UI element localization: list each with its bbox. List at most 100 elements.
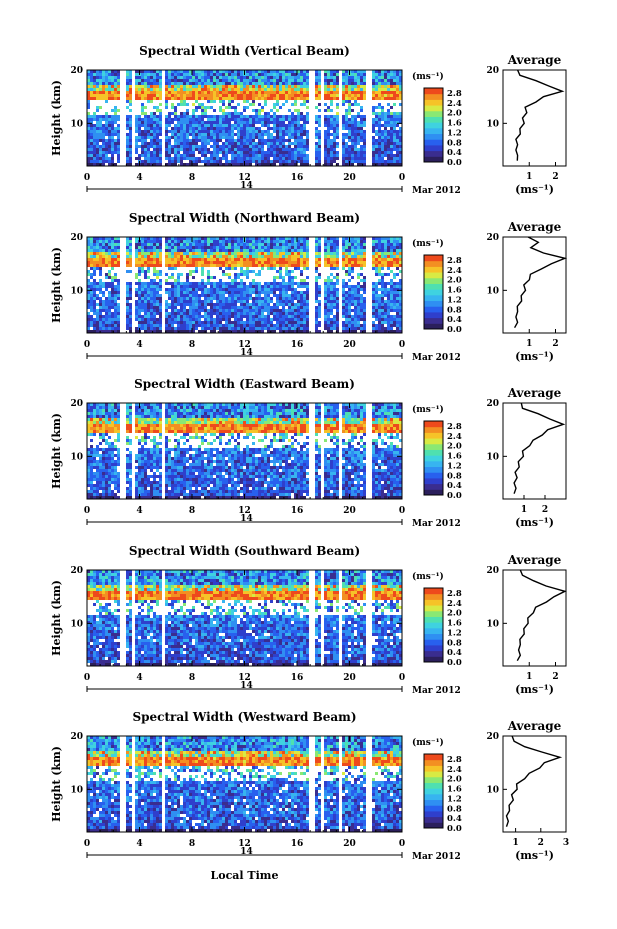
heatmap-cell — [252, 142, 255, 145]
heatmap-cell — [261, 88, 264, 91]
heatmap-cell — [141, 163, 144, 166]
heatmap-cell — [270, 70, 273, 73]
heatmap-cell — [228, 88, 231, 91]
heatmap-cell — [189, 237, 192, 240]
heatmap-cell — [267, 70, 270, 73]
heatmap-cell — [396, 82, 399, 85]
heatmap-cell — [306, 163, 309, 166]
heatmap-cell — [144, 148, 147, 151]
heatmap-cell — [315, 76, 318, 79]
heatmap-cell — [165, 315, 168, 318]
heatmap-cell — [186, 237, 189, 240]
heatmap-cell — [375, 160, 378, 163]
heatmap-cell — [354, 115, 357, 118]
heatmap-cell — [231, 82, 234, 85]
heatmap-cell — [249, 127, 252, 130]
heatmap-cell — [294, 261, 297, 264]
heatmap-cell — [225, 118, 228, 121]
heatmap-cell — [201, 97, 204, 100]
heatmap-cell — [147, 243, 150, 246]
heatmap-cell — [285, 82, 288, 85]
heatmap-cell — [324, 249, 327, 252]
heatmap-cell — [93, 303, 96, 306]
heatmap-cell — [171, 255, 174, 258]
heatmap-cell — [144, 130, 147, 133]
heatmap-cell — [282, 321, 285, 324]
heatmap-cell — [90, 148, 93, 151]
heatmap-cell — [306, 288, 309, 291]
heatmap-cell — [330, 252, 333, 255]
heatmap-cell — [387, 154, 390, 157]
heatmap-cell — [141, 267, 144, 270]
heatmap-cell — [111, 243, 114, 246]
heatmap-cell — [282, 261, 285, 264]
heatmap-cell — [330, 70, 333, 73]
heatmap-cell — [114, 115, 117, 118]
heatmap-cell — [171, 133, 174, 136]
heatmap-cell — [225, 160, 228, 163]
heatmap-cell — [180, 130, 183, 133]
heatmap-cell — [270, 91, 273, 94]
heatmap-cell — [237, 79, 240, 82]
heatmap-cell — [87, 249, 90, 252]
heatmap-cell — [93, 294, 96, 297]
heatmap-cell — [111, 291, 114, 294]
heatmap-cell — [258, 94, 261, 97]
heatmap-cell — [192, 85, 195, 88]
heatmap-cell — [252, 288, 255, 291]
heatmap-cell — [345, 315, 348, 318]
heatmap-cell — [117, 127, 120, 130]
heatmap-cell — [378, 136, 381, 139]
heatmap-cell — [156, 118, 159, 121]
heatmap-cell — [381, 154, 384, 157]
heatmap-cell — [135, 115, 138, 118]
heatmap-cell — [186, 264, 189, 267]
heatmap-cell — [156, 148, 159, 151]
heatmap-cell — [279, 264, 282, 267]
heatmap-cell — [222, 318, 225, 321]
heatmap-cell — [291, 94, 294, 97]
heatmap-cell — [144, 118, 147, 121]
heatmap-cell — [219, 249, 222, 252]
heatmap-cell — [279, 85, 282, 88]
heatmap-cell — [204, 249, 207, 252]
heatmap-cell — [252, 151, 255, 154]
heatmap-cell — [87, 160, 90, 163]
heatmap-cell — [342, 136, 345, 139]
heatmap-cell — [225, 330, 228, 333]
heatmap-cell — [279, 237, 282, 240]
heatmap-cell — [87, 124, 90, 127]
heatmap-cell — [147, 282, 150, 285]
heatmap-cell — [234, 94, 237, 97]
heatmap-cell — [213, 130, 216, 133]
heatmap-cell — [201, 264, 204, 267]
heatmap-cell — [210, 100, 213, 103]
heatmap-cell — [276, 243, 279, 246]
heatmap-cell — [354, 82, 357, 85]
heatmap-cell — [213, 294, 216, 297]
heatmap-cell — [105, 73, 108, 76]
heatmap-cell — [105, 127, 108, 130]
heatmap-cell — [342, 142, 345, 145]
heatmap-cell — [141, 243, 144, 246]
heatmap-cell — [198, 246, 201, 249]
heatmap-cell — [288, 151, 291, 154]
heatmap-cell — [174, 249, 177, 252]
heatmap-cell — [231, 148, 234, 151]
heatmap-cell — [111, 294, 114, 297]
heatmap-cell — [114, 324, 117, 327]
heatmap-cell — [165, 151, 168, 154]
heatmap-cell — [252, 124, 255, 127]
heatmap-cell — [303, 249, 306, 252]
heatmap-cell — [303, 258, 306, 261]
heatmap-cell — [246, 124, 249, 127]
heatmap-cell — [393, 70, 396, 73]
heatmap-cell — [348, 106, 351, 109]
heatmap-cell — [306, 88, 309, 91]
heatmap-cell — [333, 285, 336, 288]
heatmap-cell — [306, 115, 309, 118]
heatmap-cell — [186, 294, 189, 297]
heatmap-cell — [126, 85, 129, 88]
heatmap-cell — [225, 240, 228, 243]
heatmap-cell — [186, 157, 189, 160]
